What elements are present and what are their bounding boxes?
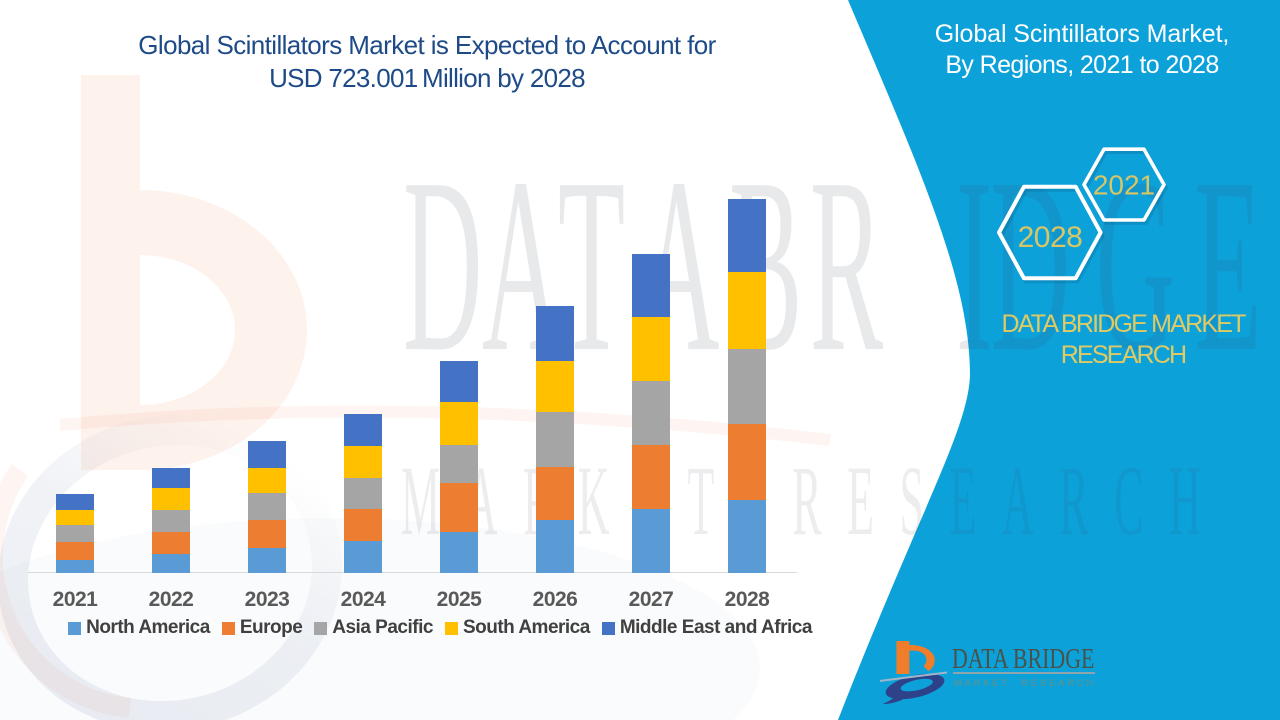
svg-text:2028: 2028 [1018, 221, 1083, 254]
svg-text:2021: 2021 [1093, 170, 1155, 201]
